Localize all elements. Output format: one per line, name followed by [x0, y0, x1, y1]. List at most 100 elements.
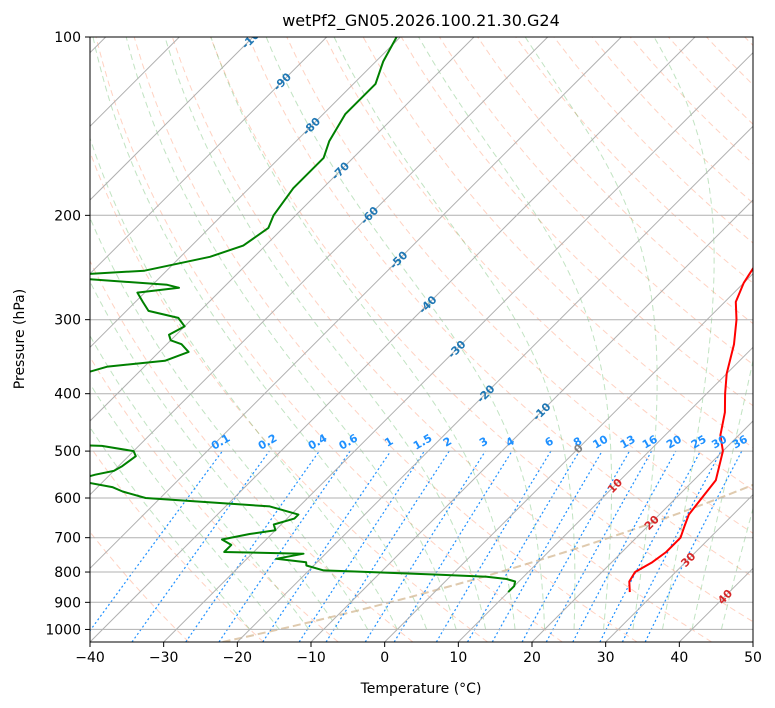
dry-adiabat — [744, 37, 753, 47]
isotherm-line — [457, 346, 753, 642]
mixing-ratio-line — [545, 450, 653, 642]
mixing-ratio-line — [364, 450, 486, 642]
dry-adiabat — [248, 37, 753, 578]
y-tick-label: 400 — [54, 387, 81, 403]
dry-adiabat — [90, 531, 190, 642]
isotherm-line — [531, 420, 753, 642]
moist-adiabat — [418, 37, 613, 630]
isotherm-line — [163, 51, 753, 642]
isotherm-line — [90, 37, 401, 349]
axes: −40 −30 −20 −10 0 10 20 30 40 5010020030040050060… — [45, 30, 762, 666]
isotherm-line — [90, 37, 622, 570]
moist-adiabat — [90, 136, 398, 630]
data-series — [90, 37, 753, 593]
dry-adiabat — [515, 37, 753, 284]
y-tick-label: 500 — [54, 444, 81, 460]
mixing-ratio-line — [131, 450, 270, 642]
dry-adiabat — [90, 259, 414, 642]
x-tick-label: −30 — [149, 650, 179, 666]
x-tick-label: 30 — [597, 650, 615, 666]
x-tick-label: 20 — [523, 650, 541, 666]
grid-lines — [90, 37, 753, 642]
isotherm-line — [236, 125, 753, 642]
isotherm-line — [90, 37, 696, 642]
mixing-ratio-label: 20 — [664, 432, 684, 451]
x-tick-label: 50 — [744, 650, 762, 666]
y-tick-label: 1000 — [45, 622, 81, 638]
moist-adiabat — [720, 506, 753, 630]
chart-title: wetPf2_GN05.2026.100.21.30.G24 — [282, 11, 560, 31]
mixing-ratio-label: 3 — [477, 435, 490, 450]
y-tick-label: 100 — [54, 30, 81, 46]
x-tick-label: −40 — [75, 650, 105, 666]
isotherm-line — [384, 272, 753, 642]
moist-adiabat — [90, 382, 280, 630]
moist-adiabat — [691, 358, 753, 630]
dry-adiabat — [668, 37, 753, 125]
dry-adiabat — [90, 445, 264, 642]
mixing-ratio-label: 1.5 — [411, 432, 434, 453]
moist-adiabat — [265, 37, 546, 630]
y-tick-label: 800 — [54, 565, 81, 581]
moist-adiabat — [90, 426, 251, 630]
plot-frame — [89, 36, 754, 643]
dry-adiabat — [90, 356, 339, 642]
moist-adiabat — [90, 334, 310, 630]
isotherm-line — [90, 37, 328, 275]
mixing-ratio-line — [572, 450, 677, 642]
y-tick-label: 300 — [54, 313, 81, 329]
y-tick-label: 700 — [54, 531, 81, 547]
x-tick-label: −10 — [296, 650, 326, 666]
moist-adiabat — [524, 37, 658, 630]
moist-adiabat — [90, 280, 339, 630]
isotherm-line — [310, 199, 753, 642]
dewpoint-profile — [90, 37, 517, 593]
isotherm-line — [605, 493, 753, 642]
dry-adiabat — [324, 37, 753, 491]
y-tick-label: 200 — [54, 208, 81, 224]
isotherm-line — [752, 641, 753, 642]
dry-adiabat — [706, 37, 753, 86]
background-lines — [90, 37, 753, 642]
dry-adiabat — [210, 37, 753, 623]
lcl-curve — [222, 483, 753, 642]
isotherm-label: -80 — [300, 115, 323, 138]
x-tick-label: −20 — [223, 650, 253, 666]
dry-adiabat — [477, 37, 753, 325]
mixing-ratio-label: 6 — [543, 434, 556, 449]
mixing-ratio-line — [218, 450, 351, 642]
isotherm-line — [90, 37, 475, 422]
moist-adiabat — [333, 37, 576, 630]
mixing-ratio-line — [262, 450, 392, 642]
mixing-ratio-line — [644, 450, 743, 642]
isotherm-line — [90, 37, 549, 496]
temperature-profile — [628, 266, 753, 593]
dry-adiabat — [591, 37, 753, 204]
dry-adiabat — [95, 37, 563, 642]
isotherm-line — [90, 37, 254, 201]
y-axis-label: Pressure (hPa) — [12, 289, 28, 389]
isotherm-label: 40 — [715, 587, 735, 607]
x-tick-label: 0 — [380, 650, 389, 666]
mixing-ratio-label: 30 — [709, 432, 729, 451]
dry-adiabat — [90, 150, 488, 642]
y-tick-label: 600 — [54, 491, 81, 507]
mixing-ratio-line — [90, 450, 223, 632]
y-tick-label: 900 — [54, 595, 81, 611]
mixing-ratio-label: 13 — [618, 433, 638, 452]
x-tick-label: 40 — [670, 650, 688, 666]
mixing-ratio-label: 0.1 — [209, 432, 232, 453]
mixing-ratio-label: 25 — [689, 433, 709, 452]
moist-adiabat — [210, 37, 516, 630]
x-tick-label: 10 — [449, 650, 467, 666]
mixing-ratio-label: 16 — [640, 432, 660, 451]
dry-adiabat — [133, 37, 638, 642]
moist-adiabat — [92, 37, 428, 630]
dry-adiabat — [286, 37, 753, 534]
x-axis-label: Temperature (°C) — [360, 681, 482, 697]
mixing-ratio-label: 10 — [590, 432, 610, 451]
moist-adiabat — [90, 216, 369, 630]
mixing-ratio-label: 0.2 — [256, 432, 279, 453]
mixing-ratio-label: 1 — [382, 435, 395, 450]
